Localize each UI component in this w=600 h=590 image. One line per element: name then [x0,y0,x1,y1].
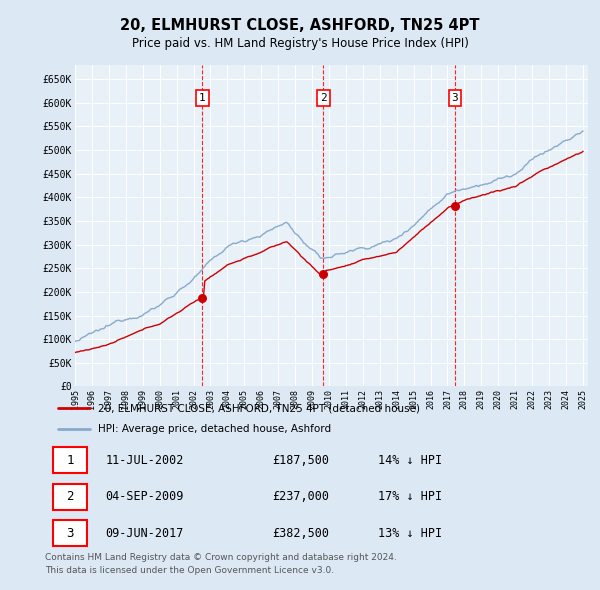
Text: 20, ELMHURST CLOSE, ASHFORD, TN25 4PT (detached house): 20, ELMHURST CLOSE, ASHFORD, TN25 4PT (d… [98,404,420,414]
Text: 09-JUN-2017: 09-JUN-2017 [106,527,184,540]
Text: 14% ↓ HPI: 14% ↓ HPI [377,454,442,467]
Text: 1: 1 [199,93,206,103]
Text: 3: 3 [67,527,74,540]
FancyBboxPatch shape [53,520,87,546]
Text: £187,500: £187,500 [272,454,329,467]
Text: 2: 2 [320,93,327,103]
Point [197,293,207,303]
Text: 20, ELMHURST CLOSE, ASHFORD, TN25 4PT: 20, ELMHURST CLOSE, ASHFORD, TN25 4PT [120,18,480,33]
Text: 3: 3 [452,93,458,103]
Point [319,270,328,279]
Text: HPI: Average price, detached house, Ashford: HPI: Average price, detached house, Ashf… [98,424,331,434]
Text: 04-SEP-2009: 04-SEP-2009 [106,490,184,503]
Text: £382,500: £382,500 [272,527,329,540]
FancyBboxPatch shape [53,484,87,510]
Text: Price paid vs. HM Land Registry's House Price Index (HPI): Price paid vs. HM Land Registry's House … [131,37,469,50]
Text: Contains HM Land Registry data © Crown copyright and database right 2024.
This d: Contains HM Land Registry data © Crown c… [45,553,397,575]
Point [450,201,460,210]
Text: 11-JUL-2002: 11-JUL-2002 [106,454,184,467]
Text: £237,000: £237,000 [272,490,329,503]
Text: 2: 2 [67,490,74,503]
Text: 13% ↓ HPI: 13% ↓ HPI [377,527,442,540]
Text: 1: 1 [67,454,74,467]
Text: 17% ↓ HPI: 17% ↓ HPI [377,490,442,503]
FancyBboxPatch shape [53,447,87,473]
